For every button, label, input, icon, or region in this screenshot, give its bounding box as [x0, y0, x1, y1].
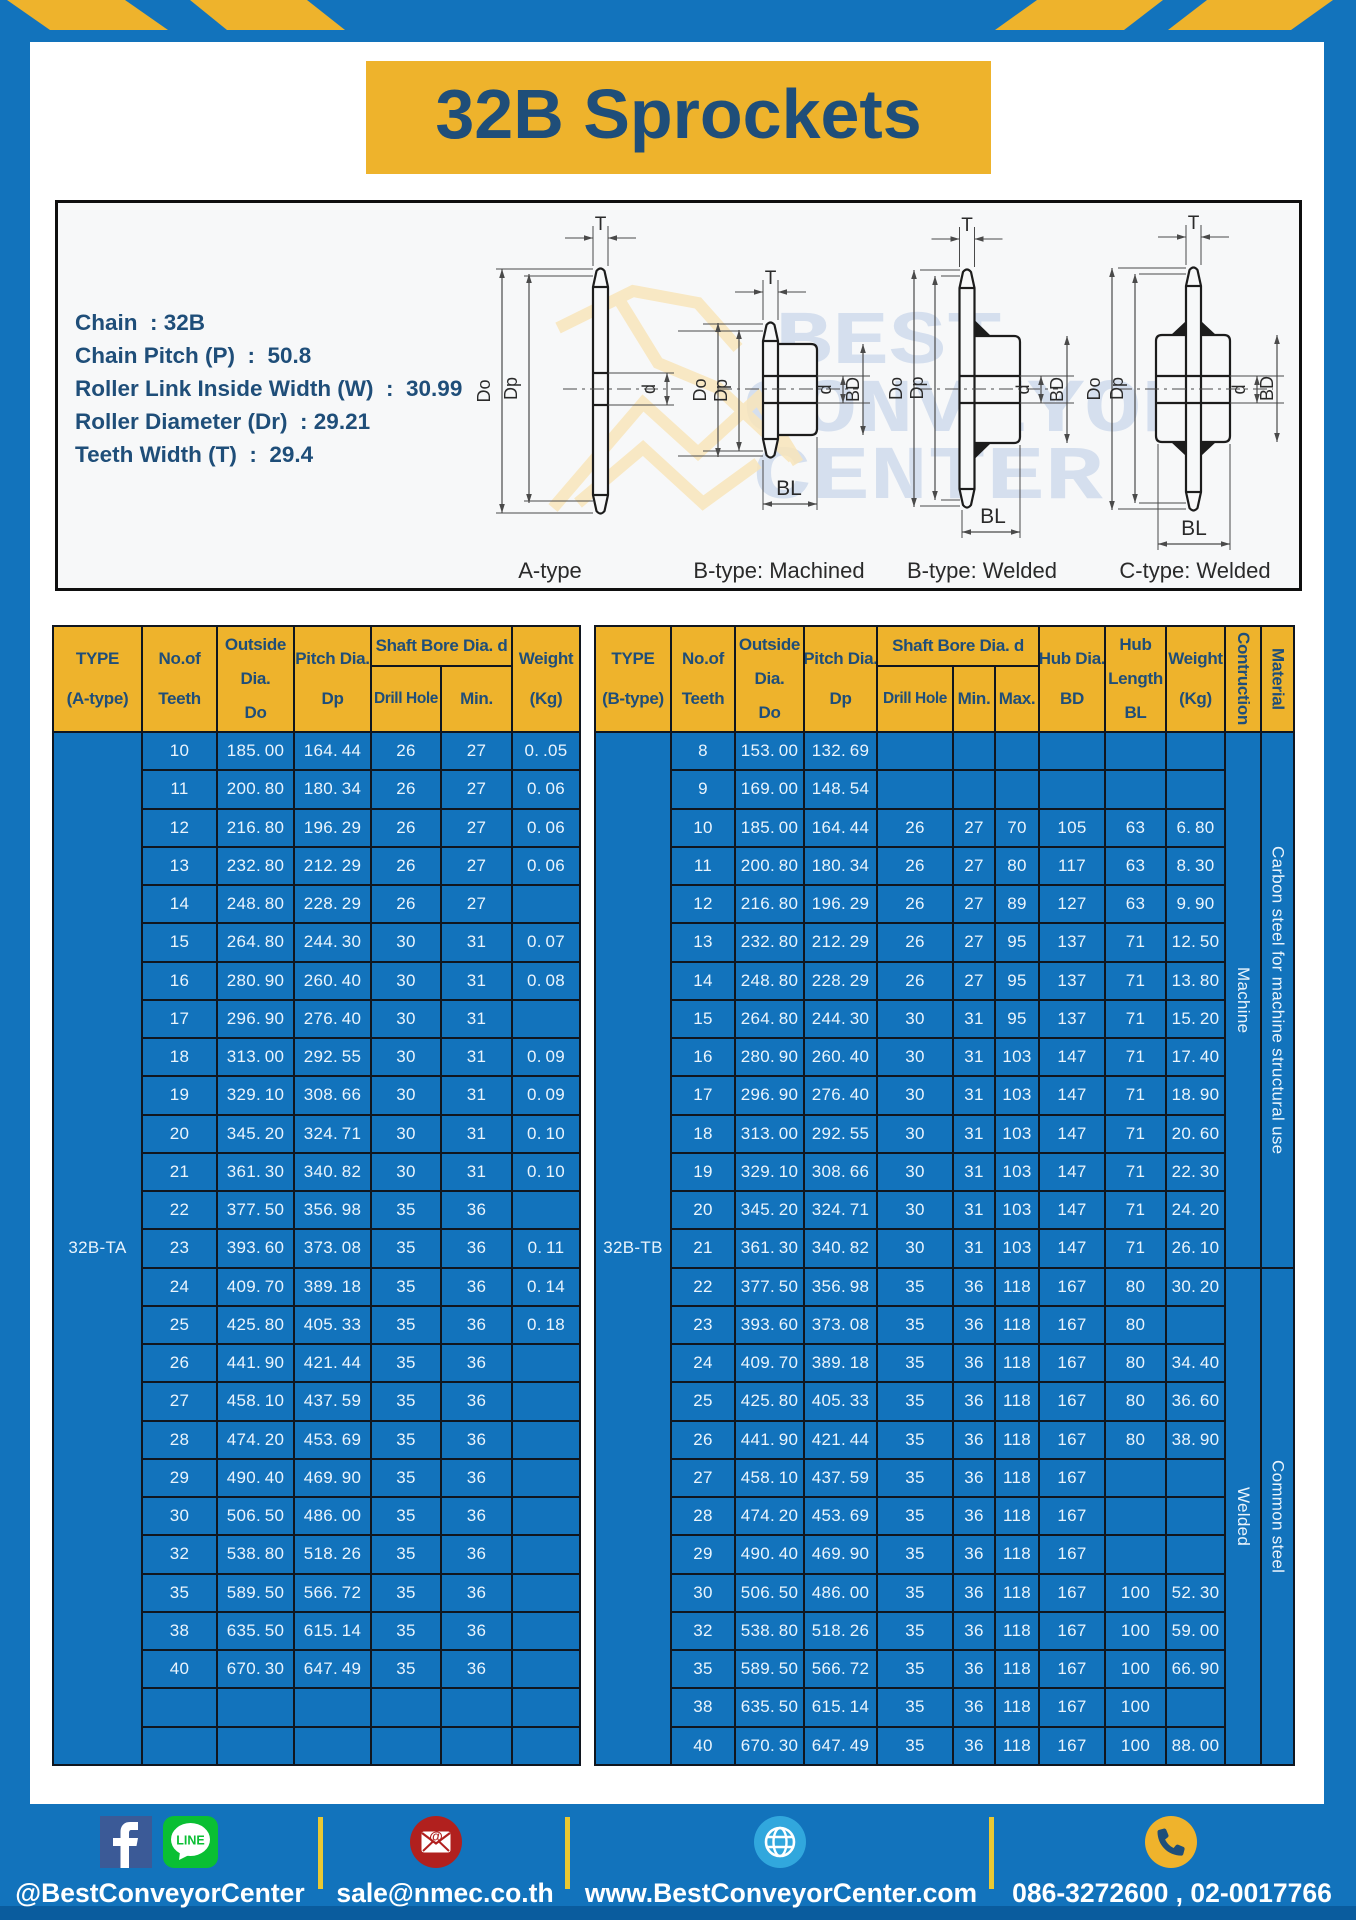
- svg-text:d: d: [1229, 384, 1249, 394]
- svg-text:Dp: Dp: [711, 379, 731, 402]
- svg-text:Do: Do: [1084, 377, 1104, 400]
- svg-text:T: T: [765, 268, 777, 289]
- svg-text:BD: BD: [1047, 377, 1067, 402]
- svg-text:Do: Do: [690, 378, 710, 401]
- svg-text:Dp: Dp: [907, 376, 927, 399]
- svg-text:BL: BL: [776, 477, 802, 500]
- svg-text:Do: Do: [886, 377, 906, 400]
- svg-text:@: @: [429, 1828, 443, 1844]
- svg-text:BD: BD: [843, 377, 863, 402]
- svg-text:A-type: A-type: [518, 558, 582, 583]
- svg-text:T: T: [595, 214, 607, 235]
- svg-text:d: d: [1013, 384, 1033, 394]
- svg-text:d: d: [639, 384, 659, 394]
- svg-text:CENTER: CENTER: [753, 435, 1103, 521]
- svg-text:C-type: Welded: C-type: Welded: [1119, 558, 1270, 583]
- svg-text:T: T: [1188, 213, 1200, 234]
- svg-text:B-type: Welded: B-type: Welded: [907, 558, 1057, 583]
- svg-text:Dp: Dp: [501, 377, 521, 400]
- svg-text:d: d: [815, 384, 835, 394]
- svg-text:Do: Do: [474, 379, 494, 402]
- svg-text:BL: BL: [980, 505, 1006, 528]
- svg-text:B-type: Machined: B-type: Machined: [693, 558, 864, 583]
- svg-text:BD: BD: [1257, 376, 1277, 401]
- svg-text:LINE: LINE: [176, 1834, 204, 1848]
- svg-text:Dp: Dp: [1107, 377, 1127, 400]
- svg-text:BL: BL: [1181, 517, 1207, 540]
- svg-text:T: T: [961, 215, 973, 236]
